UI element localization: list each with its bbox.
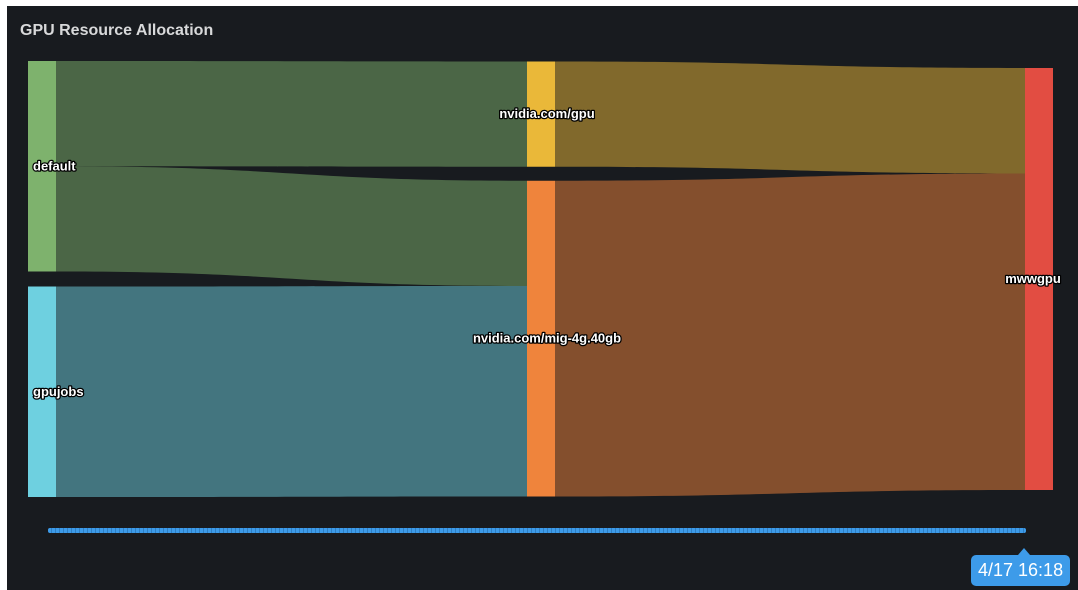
sankey-chart: default gpujobs nvidia.com/gpu nvidia.com/m… [28,61,1062,498]
sankey-node-label-gpu: nvidia.com/gpu [499,106,594,121]
sankey-node-label-default: default [33,158,76,173]
time-range-bar[interactable] [48,528,1026,533]
sankey-node-gpu[interactable] [527,61,555,167]
sankey-node-mig[interactable] [527,180,555,497]
sankey-link-mig-to-mwwgpu[interactable] [555,173,1025,497]
sankey-link-default-to-mig[interactable] [56,166,527,286]
time-tooltip: 4/17 16:18 [971,555,1071,586]
tooltip-pointer-icon [1018,548,1030,555]
sankey-node-label-mig: nvidia.com/mig-4g.40gb [473,331,621,346]
sankey-link-gpu-to-mwwgpu[interactable] [555,61,1025,174]
sankey-node-mwwgpu[interactable] [1025,68,1053,490]
sankey-node-label-mwwgpu: mwwgpu [1005,271,1061,286]
sankey-panel: GPU Resource Allocation default gpujobs nv… [7,6,1078,590]
sankey-link-default-to-gpu[interactable] [56,61,527,167]
sankey-node-label-gpujobs: gpujobs [33,384,84,399]
panel-title: GPU Resource Allocation [20,22,214,39]
sankey-node-gpujobs[interactable] [28,286,56,498]
sankey-links [56,61,1025,497]
sankey-link-gpujobs-to-mig[interactable] [56,286,527,497]
sankey-node-default[interactable] [28,61,56,272]
